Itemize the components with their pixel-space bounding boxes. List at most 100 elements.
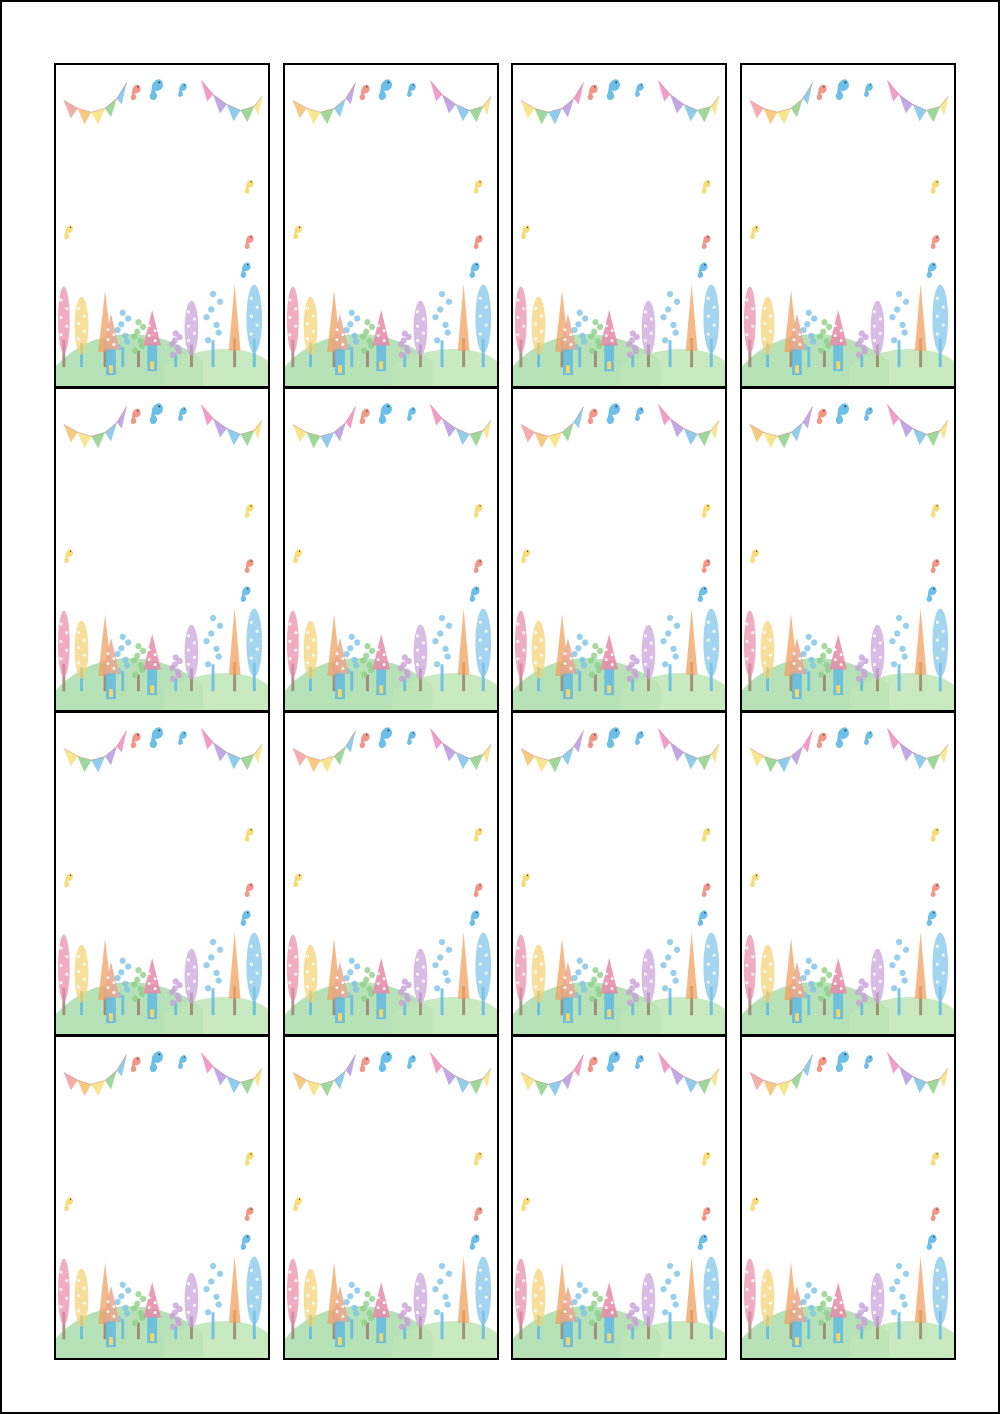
tree-icon bbox=[130, 1291, 147, 1340]
tree-icon bbox=[246, 284, 263, 368]
bird-icon bbox=[521, 873, 531, 888]
bird-icon bbox=[750, 1197, 760, 1212]
bunting-garland-icon bbox=[292, 1054, 357, 1097]
tree-icon bbox=[343, 309, 361, 368]
bird-icon bbox=[469, 262, 480, 279]
hill-icon bbox=[849, 672, 954, 710]
bird-icon bbox=[926, 262, 937, 279]
tree-icon bbox=[203, 614, 224, 692]
mushroom-house-icon bbox=[559, 1285, 577, 1348]
card-illustration bbox=[56, 403, 268, 710]
bird-icon bbox=[240, 1234, 251, 1251]
tree-icon bbox=[743, 1258, 756, 1340]
tree-icon bbox=[870, 624, 885, 692]
tree-icon bbox=[413, 624, 428, 692]
bird-icon bbox=[473, 827, 483, 842]
bird-icon bbox=[469, 1234, 480, 1251]
tree-icon bbox=[286, 610, 299, 692]
tree-icon bbox=[228, 608, 241, 692]
tree-icon bbox=[932, 932, 949, 1016]
tree-icon bbox=[475, 1256, 492, 1340]
tree-icon bbox=[625, 654, 640, 692]
mushroom-house-icon bbox=[331, 1285, 349, 1348]
bird-icon bbox=[587, 84, 598, 101]
tree-icon bbox=[359, 1291, 376, 1340]
mushroom-house-icon bbox=[829, 957, 848, 1020]
card-illustration bbox=[742, 403, 954, 710]
tree-icon bbox=[587, 643, 604, 692]
hill-icon bbox=[620, 996, 725, 1034]
card-illustration bbox=[285, 403, 497, 710]
tree-icon bbox=[932, 1256, 949, 1340]
bunting-garland-icon bbox=[292, 406, 357, 449]
bird-icon bbox=[750, 873, 760, 888]
bird-icon bbox=[697, 910, 708, 927]
tree-icon bbox=[660, 614, 681, 692]
bird-icon bbox=[816, 84, 827, 101]
bunting-garland-icon bbox=[292, 730, 357, 773]
card-illustration bbox=[742, 79, 954, 386]
bunting-garland-icon bbox=[429, 80, 492, 123]
tree-icon bbox=[571, 309, 589, 368]
mushroom-house-icon bbox=[331, 637, 349, 700]
tree-icon bbox=[130, 643, 147, 692]
tree-icon bbox=[870, 300, 885, 368]
bird-icon bbox=[701, 883, 711, 898]
tree-icon bbox=[74, 1268, 89, 1340]
bunting-garland-icon bbox=[749, 730, 814, 773]
card-illustration bbox=[513, 403, 725, 710]
bunting-garland-icon bbox=[657, 728, 720, 771]
mushroom-house-icon bbox=[143, 1281, 162, 1344]
bird-icon bbox=[835, 727, 849, 749]
mushroom-house-icon bbox=[143, 309, 162, 372]
hill-icon bbox=[163, 672, 268, 710]
bird-icon bbox=[178, 1055, 187, 1070]
bird-icon bbox=[149, 1051, 163, 1073]
tree-icon bbox=[800, 633, 818, 692]
bird-icon bbox=[635, 83, 644, 98]
bird-icon bbox=[240, 910, 251, 927]
tree-icon bbox=[432, 290, 453, 368]
label-card bbox=[511, 711, 727, 1036]
bird-icon bbox=[130, 84, 141, 101]
tree-icon bbox=[685, 932, 698, 1016]
tree-icon bbox=[660, 938, 681, 1016]
bird-icon bbox=[701, 235, 711, 250]
tree-icon bbox=[889, 614, 910, 692]
tree-icon bbox=[475, 608, 492, 692]
bunting-garland-icon bbox=[520, 1054, 585, 1097]
bunting-garland-icon bbox=[657, 80, 720, 123]
tree-icon bbox=[203, 290, 224, 368]
label-card bbox=[740, 1035, 956, 1360]
mushroom-house-icon bbox=[372, 1281, 391, 1344]
bird-icon bbox=[864, 407, 873, 422]
bird-icon bbox=[587, 408, 598, 425]
bunting-garland-icon bbox=[886, 80, 949, 123]
tree-icon bbox=[914, 1256, 927, 1340]
bunting-garland-icon bbox=[292, 82, 357, 125]
mushroom-house-icon bbox=[788, 1285, 806, 1348]
bird-icon bbox=[473, 179, 483, 194]
tree-icon bbox=[854, 978, 869, 1016]
tree-icon bbox=[514, 934, 527, 1016]
bunting-garland-icon bbox=[200, 728, 263, 771]
tree-icon bbox=[932, 284, 949, 368]
label-card bbox=[54, 387, 270, 712]
bird-icon bbox=[293, 1197, 303, 1212]
label-card bbox=[511, 63, 727, 388]
tree-icon bbox=[168, 978, 183, 1016]
bird-icon bbox=[359, 408, 370, 425]
bird-icon bbox=[130, 408, 141, 425]
hill-icon bbox=[849, 996, 954, 1034]
bird-icon bbox=[930, 1207, 940, 1222]
tree-icon bbox=[359, 643, 376, 692]
tree-icon bbox=[800, 309, 818, 368]
tree-icon bbox=[74, 944, 89, 1016]
hill-icon bbox=[392, 1320, 497, 1358]
tree-icon bbox=[914, 284, 927, 368]
bird-icon bbox=[473, 883, 483, 898]
bird-icon bbox=[816, 408, 827, 425]
bird-icon bbox=[521, 549, 531, 564]
bird-icon bbox=[864, 731, 873, 746]
bird-icon bbox=[244, 503, 254, 518]
